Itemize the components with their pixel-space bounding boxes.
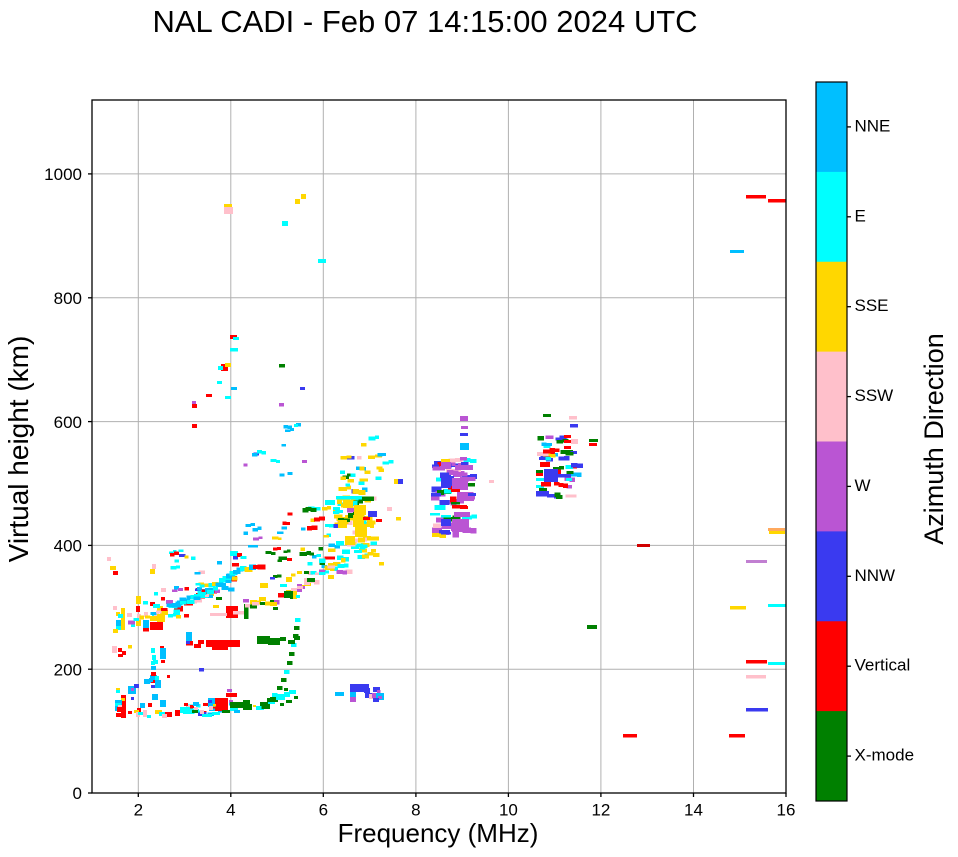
svg-text:2: 2	[134, 801, 143, 820]
svg-text:4: 4	[226, 801, 235, 820]
svg-text:E: E	[855, 206, 866, 225]
svg-text:16: 16	[777, 801, 796, 820]
svg-text:NAL CADI - Feb 07 14:15:00 202: NAL CADI - Feb 07 14:15:00 2024 UTC	[152, 4, 697, 39]
svg-text:8: 8	[411, 801, 420, 820]
svg-text:12: 12	[591, 801, 610, 820]
svg-text:W: W	[855, 476, 871, 495]
svg-text:0: 0	[73, 784, 82, 803]
svg-text:14: 14	[684, 801, 703, 820]
svg-text:Frequency (MHz): Frequency (MHz)	[338, 818, 539, 848]
svg-text:800: 800	[54, 289, 82, 308]
svg-text:Azimuth Direction: Azimuth Direction	[919, 333, 949, 545]
svg-text:400: 400	[54, 537, 82, 556]
svg-text:SSE: SSE	[855, 296, 889, 315]
svg-text:NNE: NNE	[855, 116, 891, 135]
svg-text:Virtual height (km): Virtual height (km)	[3, 336, 34, 563]
svg-text:200: 200	[54, 660, 82, 679]
svg-text:X-mode: X-mode	[855, 746, 915, 765]
svg-text:NNW: NNW	[855, 566, 896, 585]
svg-text:1000: 1000	[44, 165, 82, 184]
svg-text:600: 600	[54, 413, 82, 432]
svg-text:Vertical: Vertical	[855, 656, 911, 675]
svg-text:6: 6	[319, 801, 328, 820]
svg-text:10: 10	[499, 801, 518, 820]
svg-text:SSW: SSW	[855, 386, 894, 405]
